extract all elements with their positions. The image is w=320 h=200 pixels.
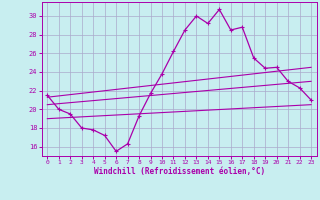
X-axis label: Windchill (Refroidissement éolien,°C): Windchill (Refroidissement éolien,°C) (94, 167, 265, 176)
